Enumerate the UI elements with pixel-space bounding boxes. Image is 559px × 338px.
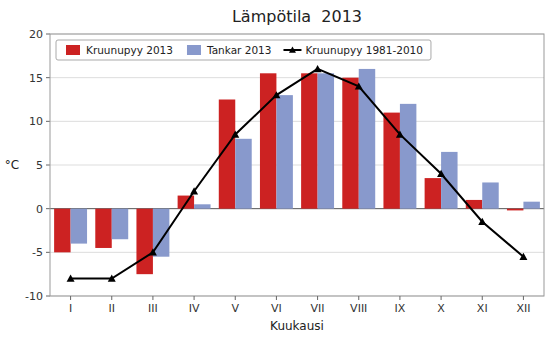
- bar: [400, 104, 416, 209]
- bar: [425, 178, 441, 209]
- tick-mark: [46, 296, 50, 297]
- bar: [194, 204, 210, 208]
- legend-item: Kruunupyy 2013: [66, 44, 173, 56]
- tick-label: 20: [29, 28, 43, 41]
- bar: [301, 73, 317, 208]
- bar: [523, 202, 539, 209]
- grid-line: [50, 121, 544, 122]
- legend-item: Tankar 2013: [187, 44, 271, 56]
- bar: [235, 139, 251, 209]
- tick-label: 15: [29, 72, 43, 85]
- line-series: [67, 65, 528, 282]
- bar: [507, 209, 523, 211]
- bar: [260, 73, 276, 208]
- bar-series: [54, 73, 523, 274]
- bar: [441, 152, 457, 209]
- marker: [519, 253, 527, 260]
- x-axis-label: Kuukausi: [270, 319, 324, 333]
- title: Lämpötila 2013: [232, 7, 362, 26]
- bar: [482, 182, 498, 208]
- tick-label: VIII: [350, 302, 367, 315]
- bar: [342, 78, 358, 209]
- tick-label: V: [231, 302, 239, 315]
- grid-line: [50, 252, 544, 253]
- legend-label: Tankar 2013: [206, 44, 271, 56]
- marker: [231, 130, 239, 137]
- tick-mark: [46, 34, 50, 35]
- tick-label: XI: [477, 302, 488, 315]
- tick-label: I: [69, 302, 72, 315]
- tick-mark: [358, 296, 359, 300]
- marker: [478, 218, 486, 225]
- tick-label: II: [109, 302, 116, 315]
- marker: [108, 275, 116, 282]
- legend-label: Kruunupyy 1981-2010: [305, 44, 422, 56]
- marker: [67, 275, 75, 282]
- legend-key: [187, 45, 201, 55]
- tick-label: IX: [395, 302, 406, 315]
- tick-label: VII: [311, 302, 325, 315]
- tick-mark: [70, 296, 71, 300]
- plot-frame: [50, 34, 544, 296]
- tick-mark: [111, 296, 112, 300]
- marker: [149, 248, 157, 255]
- bar: [71, 209, 87, 244]
- marker: [437, 170, 445, 177]
- tick-mark: [523, 296, 524, 300]
- tick-label: -10: [25, 290, 43, 303]
- marker: [355, 82, 363, 89]
- tick-mark: [399, 296, 400, 300]
- tick-mark: [276, 296, 277, 300]
- tick-mark: [46, 252, 50, 253]
- tick-label: IV: [189, 302, 200, 315]
- tick-label: X: [437, 302, 445, 315]
- grid: [50, 34, 544, 296]
- bar: [136, 209, 152, 275]
- legend: Kruunupyy 2013 Tankar 2013 Kruunupyy 1981-…: [56, 40, 431, 60]
- marker: [314, 65, 322, 72]
- bar: [112, 209, 128, 240]
- tick-mark: [482, 296, 483, 300]
- chart: -10-505101520IIIIIIIVVVIVIIVIIIIXXXIXIIL…: [0, 0, 559, 338]
- legend-box: [56, 40, 431, 60]
- line: [71, 69, 524, 279]
- marks: [54, 65, 540, 282]
- tick-mark: [46, 208, 50, 209]
- tick-mark: [194, 296, 195, 300]
- tick-mark: [46, 165, 50, 166]
- bar: [95, 209, 111, 248]
- tick-label: 0: [36, 203, 43, 216]
- bar: [383, 113, 399, 209]
- bar-series: [71, 69, 540, 257]
- tick-label: 10: [29, 115, 43, 128]
- grid-line: [50, 165, 544, 166]
- tick-label: III: [148, 302, 158, 315]
- legend-item: Kruunupyy 1981-2010: [283, 44, 422, 56]
- tick-mark: [317, 296, 318, 300]
- legend-key: [66, 45, 80, 55]
- marker: [272, 91, 280, 98]
- legend-label: Kruunupyy 2013: [86, 44, 173, 56]
- bar: [276, 95, 292, 209]
- marker: [190, 187, 198, 194]
- tick-mark: [152, 296, 153, 300]
- grid-line: [50, 77, 544, 78]
- marker: [396, 130, 404, 137]
- tick-mark: [46, 77, 50, 78]
- bar: [318, 73, 334, 208]
- legend-key: [289, 47, 296, 53]
- y-axis-label: °C: [5, 158, 19, 172]
- bar: [54, 209, 70, 253]
- tick-mark: [441, 296, 442, 300]
- tick-mark: [235, 296, 236, 300]
- tick-label: 5: [36, 159, 43, 172]
- tick-label: VI: [271, 302, 282, 315]
- tick-mark: [46, 121, 50, 122]
- tick-label: XII: [516, 302, 530, 315]
- tick-label: -5: [32, 246, 43, 259]
